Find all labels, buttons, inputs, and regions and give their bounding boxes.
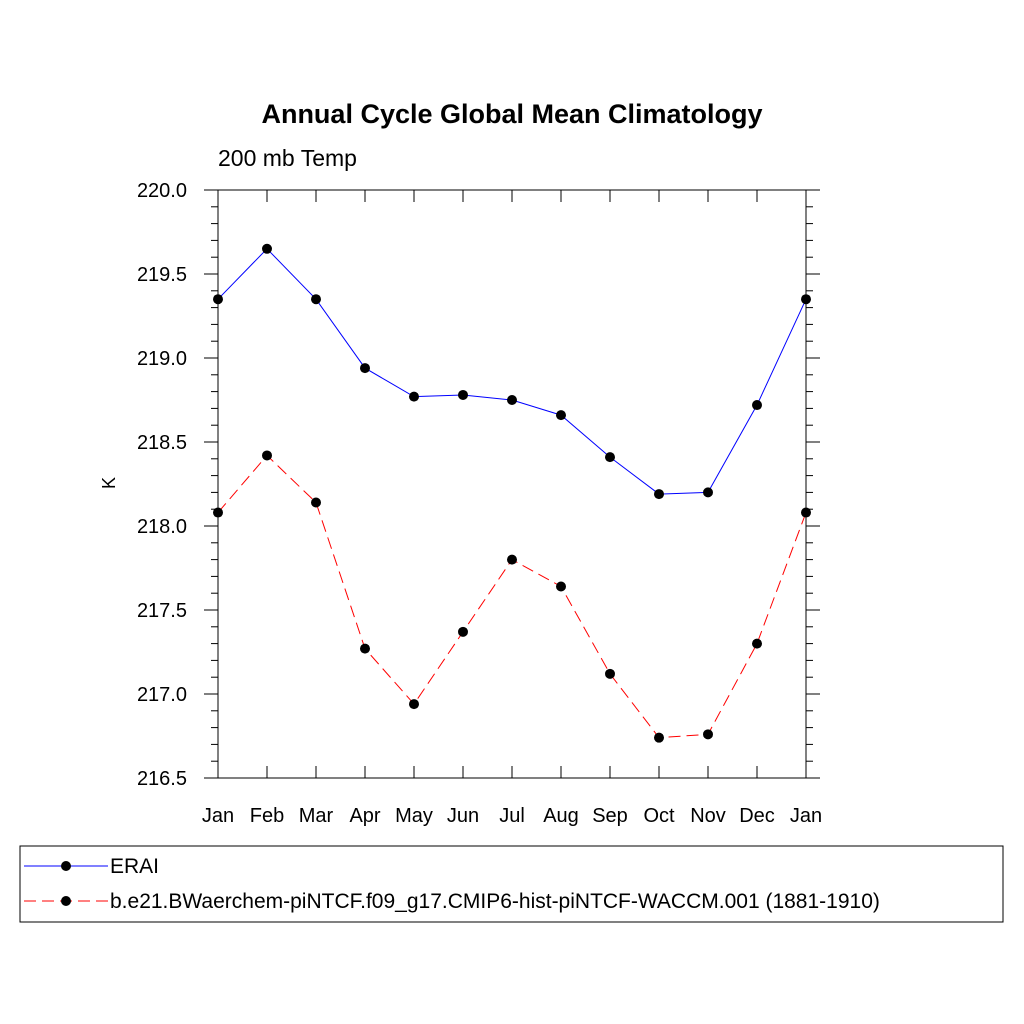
series-line — [217, 454, 807, 739]
y-tick-label: 218.0 — [137, 516, 187, 538]
data-point — [801, 294, 811, 305]
chart-title: Annual Cycle Global Mean Climatology — [261, 99, 762, 129]
data-point — [605, 452, 615, 463]
legend-box — [19, 845, 1004, 923]
tick-labels: Jan Feb Mar Apr May Jun Jul Aug Sep Oct Nov Dec Jan 2… — [137, 180, 822, 827]
series-line — [217, 248, 807, 495]
x-tick-label: Mar — [299, 805, 334, 827]
data-point — [556, 581, 566, 592]
x-tick-label: Jun — [447, 805, 479, 827]
x-tick-label: Sep — [592, 805, 628, 827]
x-tick-label: Aug — [543, 805, 579, 827]
x-tick-label: Nov — [690, 805, 726, 827]
data-point — [262, 450, 272, 461]
data-point — [703, 729, 713, 740]
data-point — [262, 243, 272, 254]
y-tick-label: 217.5 — [137, 600, 187, 622]
data-point — [458, 389, 468, 400]
data-point — [605, 668, 615, 679]
data-point — [360, 643, 370, 654]
legend-label: ERAI — [110, 855, 159, 878]
data-point — [507, 554, 517, 565]
y-tick-label: 219.0 — [137, 348, 187, 370]
data-point — [409, 699, 419, 710]
y-tick-label: 219.5 — [137, 264, 187, 286]
y-tick-label: 218.5 — [137, 432, 187, 454]
x-tick-label: Dec — [739, 805, 775, 827]
y-tick-label: 216.5 — [137, 768, 187, 790]
legend-marker — [61, 861, 71, 871]
x-tick-label: Apr — [349, 805, 380, 827]
data-point — [556, 410, 566, 421]
legend-entry-1: ERAI — [24, 855, 159, 878]
legend-entry-2: b.e21.BWaerchem-piNTCF.f09_g17.CMIP6-his… — [24, 890, 880, 913]
series-1 — [213, 243, 811, 500]
data-point — [752, 400, 762, 411]
chart-subtitle: 200 mb Temp — [218, 145, 357, 171]
data-point — [507, 395, 517, 405]
data-point — [654, 732, 664, 743]
y-tick-label: 217.0 — [137, 684, 187, 706]
data-point — [360, 363, 370, 374]
y-axis-label: K — [99, 477, 119, 489]
data-point — [409, 391, 419, 402]
legend-label: b.e21.BWaerchem-piNTCF.f09_g17.CMIP6-his… — [110, 890, 880, 913]
series-2 — [213, 450, 811, 743]
x-tick-label: Jan — [202, 805, 234, 827]
axis-ticks — [204, 189, 820, 779]
x-tick-label: May — [395, 805, 433, 827]
x-tick-label: Jan — [790, 805, 822, 827]
x-tick-label: Feb — [250, 805, 284, 827]
x-tick-label: Jul — [499, 805, 525, 827]
data-point — [752, 638, 762, 649]
data-point — [213, 507, 223, 518]
data-point — [654, 489, 664, 500]
data-point — [311, 294, 321, 305]
legend: ERAI b.e21.BWaerchem-piNTCF.f09_g17.CMIP6… — [24, 855, 880, 913]
series-layer — [213, 243, 811, 743]
data-point — [311, 497, 321, 508]
y-tick-label: 220.0 — [137, 180, 187, 202]
data-point — [458, 626, 468, 637]
legend-marker — [61, 896, 71, 906]
data-point — [703, 487, 713, 498]
plot-frame — [217, 189, 807, 779]
data-point — [213, 294, 223, 305]
x-tick-label: Oct — [643, 805, 675, 827]
data-point — [801, 507, 811, 518]
